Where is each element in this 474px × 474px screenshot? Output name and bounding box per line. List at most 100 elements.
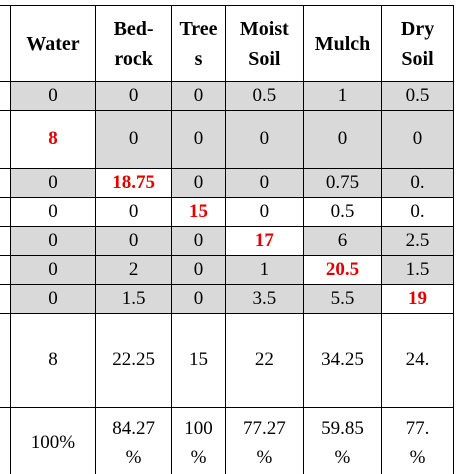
accuracy-cell: 77.% <box>381 407 454 474</box>
column-header-mulch: Mulch <box>302 5 383 82</box>
accuracy-line2: % <box>256 446 273 468</box>
matrix-cell: 0 <box>9 197 97 227</box>
accuracy-row: 7 100% 84.27% 100% 77.27% 59.85% 77.% <box>0 407 454 474</box>
diagonal-cell: 8 <box>9 110 97 169</box>
matrix-cell: 0 <box>171 168 226 198</box>
diagonal-cell: 20.5 <box>302 255 383 285</box>
matrix-cell: 0 <box>95 226 173 256</box>
matrix-cell: 0.5 <box>224 81 304 111</box>
matrix-cell: 0.5 <box>381 81 454 111</box>
column-header-0: s <box>0 5 11 82</box>
accuracy-line1: 7 <box>0 428 9 457</box>
accuracy-line2: % <box>190 446 207 468</box>
matrix-cell: 0 <box>381 110 454 169</box>
matrix-cell <box>0 197 11 227</box>
matrix-cell: 0 <box>9 168 97 198</box>
matrix-cell: 0 <box>171 226 226 256</box>
matrix-cell: 0 <box>9 226 97 256</box>
matrix-cell <box>0 226 11 256</box>
column-header-0-line1: s <box>0 29 9 59</box>
accuracy-cell: 84.27% <box>95 407 173 474</box>
accuracy-line1: 100 <box>184 417 213 439</box>
column-header-water: Water <box>9 5 97 82</box>
column-header-moist-soil-line2: Soil <box>248 47 281 70</box>
matrix-cell: 0 <box>95 197 173 227</box>
matrix-cell: 1 <box>224 255 304 285</box>
column-header-bedrock-line1: Bed- <box>113 17 154 40</box>
column-header-moist-soil-line1: Moist <box>239 17 289 40</box>
matrix-cell: 2.5 <box>381 226 454 256</box>
matrix-row: 0 0 0 0.5 1 0.5 <box>0 81 454 111</box>
diagonal-cell: 19 <box>381 284 454 314</box>
matrix-cell: 0 <box>9 284 97 314</box>
matrix-cell: 0 <box>9 81 97 111</box>
matrix-cell <box>0 81 11 111</box>
column-header-bedrock-line2: rock <box>114 47 153 70</box>
column-header-dry-soil: Dry Soil <box>381 5 454 82</box>
column-header-water-line1: Water <box>26 32 80 55</box>
diagonal-cell: 17 <box>224 226 304 256</box>
total-cell: 22 <box>224 313 304 408</box>
total-cell: 34.25 <box>302 313 383 408</box>
total-cell <box>0 313 11 408</box>
total-cell: 15 <box>171 313 226 408</box>
matrix-cell: 6 <box>302 226 383 256</box>
matrix-cell: 0 <box>224 168 304 198</box>
matrix-cell: 0 <box>171 284 226 314</box>
matrix-row: 0 0 15 0 0.5 0. <box>0 197 454 227</box>
column-header-moist-soil: Moist Soil <box>224 5 304 82</box>
matrix-cell: 0 <box>95 110 173 169</box>
accuracy-cell: 7 <box>0 407 11 474</box>
total-cell: 22.25 <box>95 313 173 408</box>
column-header-trees-line2: s <box>194 47 203 70</box>
matrix-cell <box>0 168 11 198</box>
matrix-cell <box>0 255 11 285</box>
accuracy-line1: 59.85 <box>321 417 364 439</box>
column-header-mulch-line1: Mulch <box>314 32 371 55</box>
diagonal-cell: 15 <box>171 197 226 227</box>
matrix-cell: 0 <box>9 255 97 285</box>
total-cell: 8 <box>9 313 97 408</box>
matrix-row: 0 2 0 1 20.5 1.5 <box>0 255 454 285</box>
total-cell: 24. <box>381 313 454 408</box>
matrix-row: 0 1.5 0 3.5 5.5 19 <box>0 284 454 314</box>
matrix-cell: 0 <box>171 81 226 111</box>
accuracy-cell: 100% <box>9 407 97 474</box>
matrix-cell: 5.5 <box>302 284 383 314</box>
diagonal-cell: 18.75 <box>95 168 173 198</box>
confusion-matrix-table: s Water Bed-rock Tree s Moist Soil Mulch D… <box>0 5 454 474</box>
accuracy-line2: % <box>409 446 426 468</box>
matrix-cell: 0 <box>95 81 173 111</box>
matrix-cell <box>0 110 11 169</box>
data-rows: 0 0 0 0.5 1 0.5 8 0 0 0 0 0 0 18.75 0 0 0.75 0. 0 0 15 0 0.5 0.… <box>0 81 454 314</box>
column-header-trees: Tree s <box>171 5 226 82</box>
column-header-trees-line1: Tree <box>179 17 218 40</box>
accuracy-cell: 100% <box>171 407 226 474</box>
matrix-cell: 0 <box>302 110 383 169</box>
totals-row: 8 22.25 15 22 34.25 24. <box>0 313 454 408</box>
matrix-cell: 0 <box>224 110 304 169</box>
accuracy-line2: % <box>125 446 142 468</box>
matrix-cell: 0. <box>381 168 454 198</box>
accuracy-cell: 77.27% <box>224 407 304 474</box>
matrix-cell: 0. <box>381 197 454 227</box>
matrix-cell: 1.5 <box>95 284 173 314</box>
column-header-dry-soil-line1: Dry <box>400 17 435 40</box>
matrix-row: 0 18.75 0 0 0.75 0. <box>0 168 454 198</box>
accuracy-line1: 77. <box>405 417 430 439</box>
matrix-cell: 1.5 <box>381 255 454 285</box>
matrix-cell: 0 <box>171 255 226 285</box>
header-row: s Water Bed-rock Tree s Moist Soil Mulch D… <box>0 5 454 82</box>
accuracy-line1: 84.27 <box>112 417 155 439</box>
accuracy-line1: 77.27 <box>242 417 286 439</box>
matrix-cell: 2 <box>95 255 173 285</box>
accuracy-line2: % <box>334 446 351 468</box>
matrix-cell: 3.5 <box>224 284 304 314</box>
matrix-cell: 0.5 <box>302 197 383 227</box>
matrix-row: 0 0 0 17 6 2.5 <box>0 226 454 256</box>
matrix-cell <box>0 284 11 314</box>
matrix-cell: 0.75 <box>302 168 383 198</box>
matrix-cell: 0 <box>171 110 226 169</box>
